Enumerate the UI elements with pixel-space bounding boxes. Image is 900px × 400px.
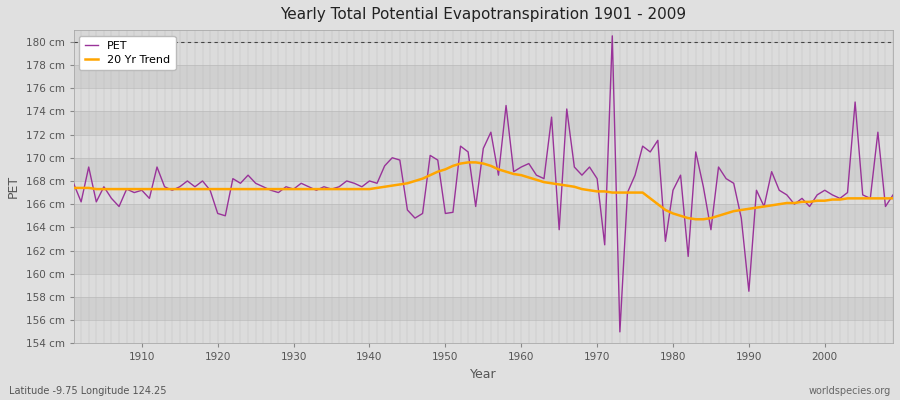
Y-axis label: PET: PET <box>7 175 20 198</box>
PET <box>607 34 617 38</box>
20 Yr Trend <box>690 217 701 222</box>
Line: 20 Yr Trend: 20 Yr Trend <box>74 162 893 219</box>
Bar <box>74 181 893 204</box>
Title: Yearly Total Potential Evapotranspiration 1901 - 2009: Yearly Total Potential Evapotranspiratio… <box>280 7 687 22</box>
PET <box>508 169 519 174</box>
Bar <box>74 227 893 251</box>
20 Yr Trend <box>524 175 535 180</box>
PET <box>129 190 140 195</box>
PET <box>516 165 526 170</box>
Text: Latitude -9.75 Longitude 124.25: Latitude -9.75 Longitude 124.25 <box>9 386 166 396</box>
Bar <box>74 251 893 274</box>
Bar <box>74 42 893 65</box>
PET <box>615 330 626 334</box>
Bar <box>74 274 893 297</box>
Bar <box>74 297 893 320</box>
Line: PET: PET <box>74 36 893 332</box>
PET <box>296 181 307 186</box>
20 Yr Trend <box>68 186 79 190</box>
Bar <box>74 158 893 181</box>
PET <box>887 192 898 197</box>
Bar <box>74 204 893 227</box>
Bar <box>74 320 893 344</box>
X-axis label: Year: Year <box>470 368 497 381</box>
PET <box>68 181 79 186</box>
20 Yr Trend <box>296 187 307 192</box>
20 Yr Trend <box>341 187 352 192</box>
PET <box>622 190 633 195</box>
20 Yr Trend <box>516 173 526 178</box>
Text: worldspecies.org: worldspecies.org <box>809 386 891 396</box>
Bar <box>74 88 893 111</box>
20 Yr Trend <box>129 187 140 192</box>
Bar <box>74 111 893 134</box>
PET <box>341 178 352 183</box>
20 Yr Trend <box>615 190 626 195</box>
20 Yr Trend <box>463 160 473 165</box>
Bar <box>74 134 893 158</box>
Legend: PET, 20 Yr Trend: PET, 20 Yr Trend <box>79 36 176 70</box>
20 Yr Trend <box>887 196 898 201</box>
Bar <box>74 65 893 88</box>
